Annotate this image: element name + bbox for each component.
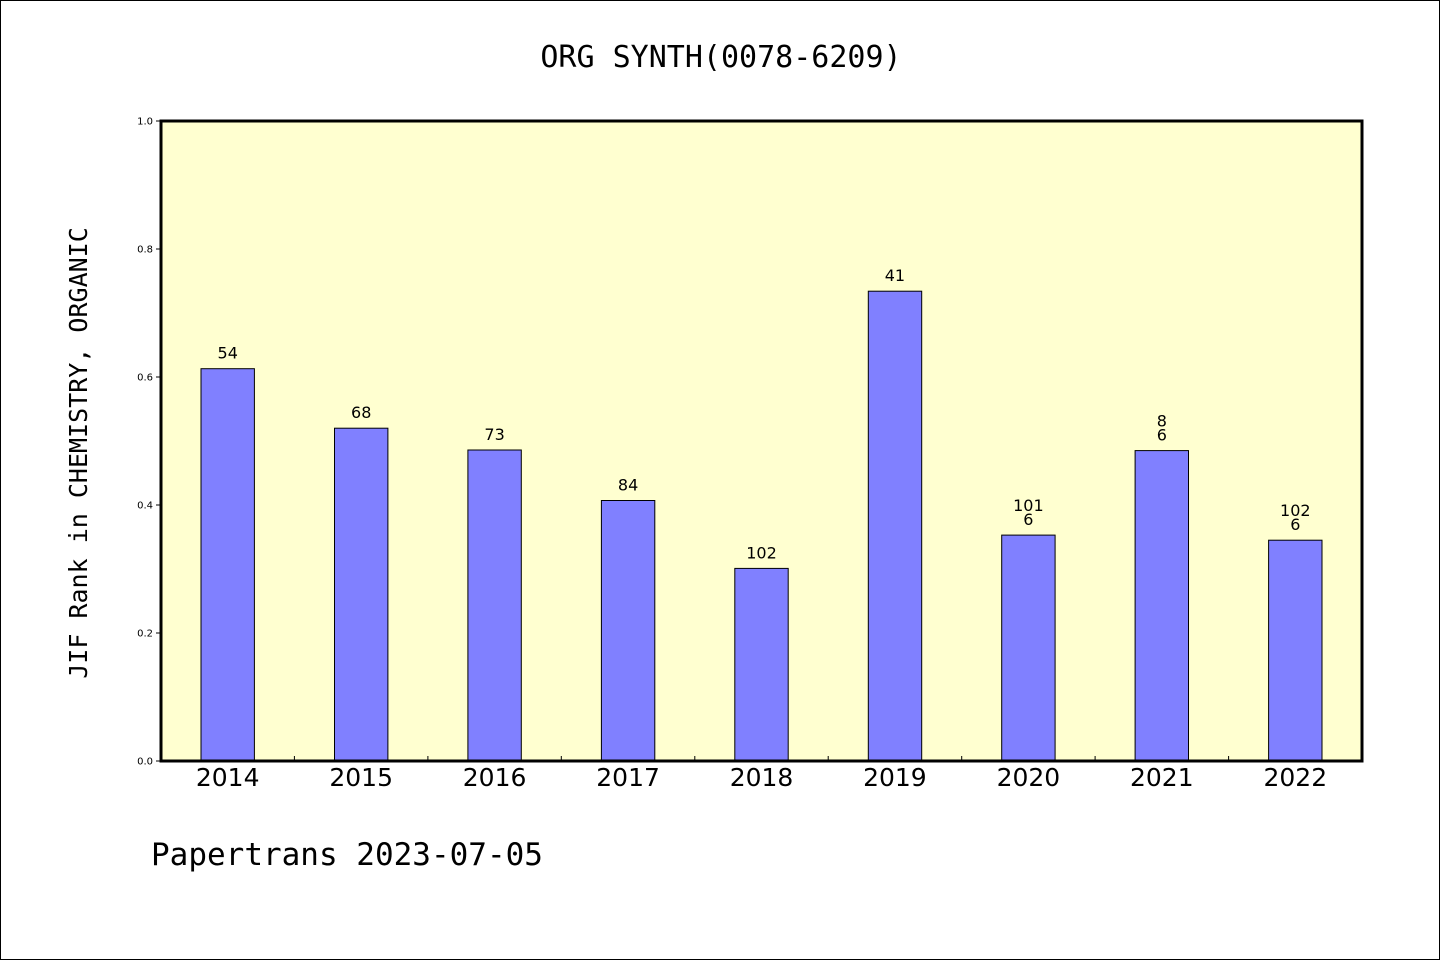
chart-title: ORG SYNTH(0078-6209) xyxy=(540,40,901,75)
x-tick-label-2018: 2018 xyxy=(730,763,794,792)
bar-2022 xyxy=(1268,539,1323,762)
y-tick-label-1.0: 1.0 xyxy=(137,117,153,128)
bars-layer xyxy=(200,290,1323,762)
x-tick-label-2022: 2022 xyxy=(1263,763,1327,792)
bar-2017 xyxy=(600,500,656,762)
footer-watermark-date: Papertrans 2023-07-05 xyxy=(151,837,543,873)
bar-label-2015: 68 xyxy=(351,403,371,422)
x-axis: 2014 2015 2016 2017 2018 2019 2020 2021 2022 xyxy=(196,756,1327,792)
bar-2015 xyxy=(334,427,389,762)
x-tick-label-2020: 2020 xyxy=(997,763,1061,792)
y-tick-label-0.6: 0.6 xyxy=(137,373,153,384)
bar-label-2021-line1: 8 xyxy=(1157,412,1167,431)
x-tick-label-2016: 2016 xyxy=(463,763,527,792)
bar-label-2022-line2: 6 xyxy=(1290,515,1300,534)
x-tick-label-2021: 2021 xyxy=(1130,763,1194,792)
bar-label-2022-line1: 102 xyxy=(1280,501,1311,520)
x-tick-label-2017: 2017 xyxy=(596,763,660,792)
y-axis-label: JIF Rank in CHEMISTRY, ORGANIC xyxy=(64,227,93,679)
x-tick-label-2015: 2015 xyxy=(329,763,393,792)
bar-label-2017: 84 xyxy=(618,476,638,495)
bar-label-2014: 54 xyxy=(218,344,238,363)
y-tick-label-0.4: 0.4 xyxy=(137,501,153,512)
plot-border xyxy=(159,119,1364,763)
bar-label-2018: 102 xyxy=(746,543,777,562)
bar-2020 xyxy=(1001,534,1056,762)
x-tick-label-2019: 2019 xyxy=(863,763,927,792)
bar-label-2019: 41 xyxy=(885,266,905,285)
bar-2016 xyxy=(467,449,522,762)
bar-label-2021-line2: 6 xyxy=(1157,426,1167,445)
x-tick-label-2014: 2014 xyxy=(196,763,260,792)
bar-2019 xyxy=(867,290,923,762)
y-tick-label-0.8: 0.8 xyxy=(137,245,153,256)
y-axis: 0.0 0.2 0.4 0.6 0.8 1.0 xyxy=(137,117,161,768)
y-tick-label-0.0: 0.0 xyxy=(137,757,153,768)
bar-label-2020-line1: 101 xyxy=(1013,496,1044,515)
bar-label-2016: 73 xyxy=(484,425,504,444)
y-tick-label-0.2: 0.2 xyxy=(137,629,153,640)
bar-label-2020-line2: 6 xyxy=(1023,510,1033,529)
bar-2018 xyxy=(734,567,789,762)
bar-2014 xyxy=(200,368,255,762)
bar-2021 xyxy=(1134,450,1189,762)
